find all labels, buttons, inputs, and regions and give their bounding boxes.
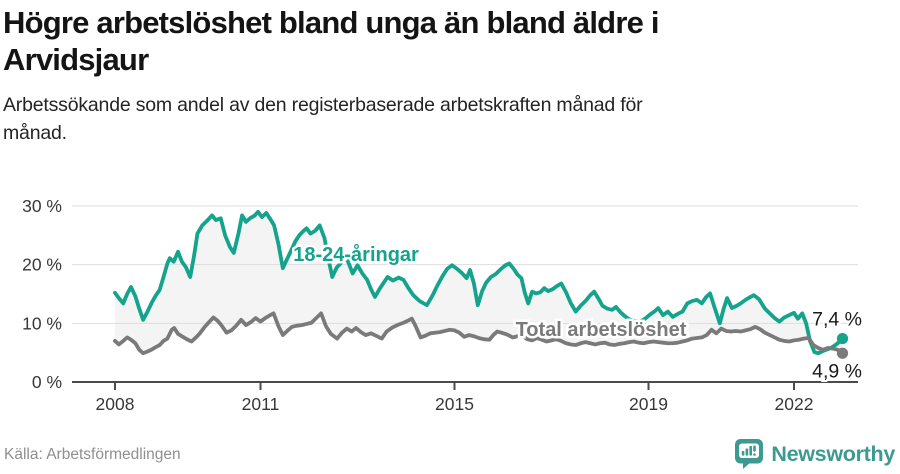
total-series-label: Total arbetslöshet bbox=[516, 319, 687, 341]
total-end-value-label: 4,9 % bbox=[812, 360, 862, 382]
newsworthy-logo-icon bbox=[735, 439, 764, 469]
source-note: Källa: Arbetsförmedlingen bbox=[4, 446, 181, 463]
x-tick-label: 2019 bbox=[629, 394, 668, 414]
page-title-line2: Arvidsjaur bbox=[3, 42, 149, 77]
youth-series-line bbox=[113, 209, 845, 356]
x-tick-label: 2008 bbox=[96, 394, 135, 414]
page-title: Högre arbetslöshet bland unga än bland ä… bbox=[3, 4, 897, 78]
x-tick-label: 2022 bbox=[775, 394, 814, 414]
chart-subtitle-line2: månad. bbox=[3, 122, 67, 144]
x-tick-label: 2011 bbox=[242, 394, 280, 414]
youth-end-dot bbox=[836, 332, 849, 345]
x-tick-label: 2015 bbox=[435, 394, 474, 414]
newsworthy-logo-text: Newsworthy bbox=[771, 441, 895, 466]
chart-subtitle: Arbetssökande som andel av den registerb… bbox=[3, 91, 897, 147]
total-end-dot bbox=[836, 347, 849, 359]
youth-end-value-label: 7,4 % bbox=[812, 309, 862, 331]
area-between-series bbox=[115, 211, 843, 354]
chart-subtitle-line1: Arbetssökande som andel av den registerb… bbox=[3, 94, 643, 116]
total-series-line bbox=[113, 311, 845, 356]
chart-header: Högre arbetslöshet bland unga än bland ä… bbox=[3, 2, 897, 147]
page-title-line1: Högre arbetslöshet bland unga än bland ä… bbox=[3, 5, 659, 40]
y-tick-label: 30 % bbox=[22, 196, 62, 216]
newsworthy-logo[interactable]: Newsworthy bbox=[734, 438, 895, 470]
y-tick-label: 0 % bbox=[32, 372, 62, 392]
y-tick-label: 10 % bbox=[22, 313, 62, 333]
youth-series-label: 18-24-åringar bbox=[293, 243, 419, 266]
y-tick-label: 20 % bbox=[22, 255, 62, 275]
